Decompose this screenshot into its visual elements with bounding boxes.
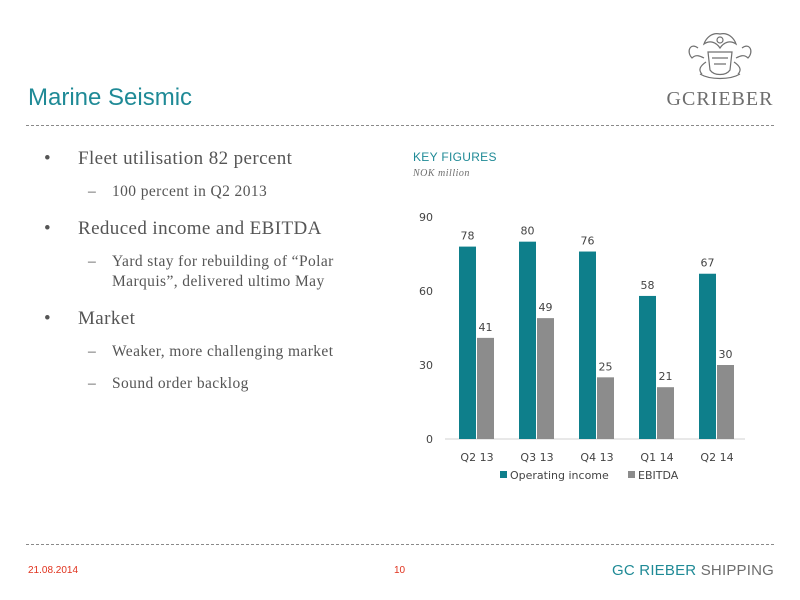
bar-ebitda [537,318,554,439]
bullet-list: • Fleet utilisation 82 percent – 100 per… [44,140,394,410]
sub-bullet-item: – Yard stay for rebuilding of “Polar Mar… [88,252,394,292]
chart-subtitle: NOK million [413,168,470,179]
header-divider [26,125,774,126]
footer-brand-name: GC RIEBER [612,562,697,579]
data-label: 25 [599,360,613,373]
bar-chart: 0 30 60 90 78 41 Q2 13 80 49 Q3 13 76 25 Q4 13 58 21 Q1… [419,211,745,482]
legend-label: EBITDA [638,469,679,482]
x-tick-label: Q1 14 [640,451,673,464]
slide-title: Marine Seismic [28,84,193,111]
sub-bullet-symbol: – [88,375,97,392]
bar-operating-income [579,251,596,439]
page-number: 10 [394,565,406,576]
company-logo: GCRIEBER [660,28,780,112]
bullet-symbol: • [44,308,52,329]
bar-operating-income [519,241,536,439]
data-label: 41 [479,321,493,334]
sub-bullet-text: Yard stay for rebuilding of “Polar Marqu… [112,253,334,290]
bar-operating-income [699,273,716,439]
logo-wordmark: GCRIEBER [666,88,774,110]
sub-bullet-symbol: – [88,343,97,360]
data-label: 80 [521,225,535,238]
sub-bullet-item: – 100 percent in Q2 2013 [88,182,394,202]
x-tick-label: Q2 13 [460,451,493,464]
sub-bullet-text: Sound order backlog [112,375,249,392]
bar-ebitda [477,337,494,439]
bullet-text: Fleet utilisation 82 percent [78,148,293,169]
legend-label: Operating income [510,469,609,482]
sub-bullet-text: Weaker, more challenging market [112,343,334,360]
footer-brand: GC RIEBER SHIPPING [612,562,774,579]
bullet-item: • Reduced income and EBITDA [44,218,394,240]
x-tick-label: Q2 14 [700,451,733,464]
x-tick-label: Q4 13 [580,451,613,464]
bullet-symbol: • [44,218,52,239]
data-label: 67 [701,257,715,270]
bullet-item: • Market [44,308,394,330]
data-label: 78 [461,230,475,243]
footer-date: 21.08.2014 [28,565,79,576]
y-tick-label: 0 [426,433,433,446]
bullet-item: • Fleet utilisation 82 percent [44,148,394,170]
bar-ebitda [597,377,614,439]
legend-swatch [628,471,635,478]
footer-divider [26,544,774,545]
y-tick-label: 90 [419,211,433,224]
sub-bullet-item: – Sound order backlog [88,374,394,394]
sub-bullet-item: – Weaker, more challenging market [88,342,394,362]
bullet-group: • Market – Weaker, more challenging mark… [44,308,394,394]
bullet-text: Reduced income and EBITDA [78,218,322,239]
chart-title: KEY FIGURES [413,150,497,164]
bullet-group: • Reduced income and EBITDA – Yard stay … [44,218,394,292]
data-label: 49 [539,301,553,314]
sub-bullet-symbol: – [88,183,97,200]
bar-operating-income [639,295,656,439]
bullet-symbol: • [44,148,52,169]
data-label: 76 [581,235,595,248]
y-tick-label: 30 [419,359,433,372]
sub-bullet-text: 100 percent in Q2 2013 [112,183,268,200]
data-label: 30 [719,348,733,361]
legend-swatch [500,471,507,478]
crest-icon [688,33,752,80]
data-label: 21 [659,370,673,383]
bar-ebitda [657,387,674,439]
y-tick-label: 60 [419,285,433,298]
bar-operating-income [459,246,476,439]
bar-ebitda [717,365,734,439]
footer-brand-suffix: SHIPPING [696,562,774,579]
data-label: 58 [641,279,655,292]
x-tick-label: Q3 13 [520,451,553,464]
bullet-group: • Fleet utilisation 82 percent – 100 per… [44,148,394,202]
sub-bullet-symbol: – [88,253,97,270]
bullet-text: Market [78,308,136,329]
